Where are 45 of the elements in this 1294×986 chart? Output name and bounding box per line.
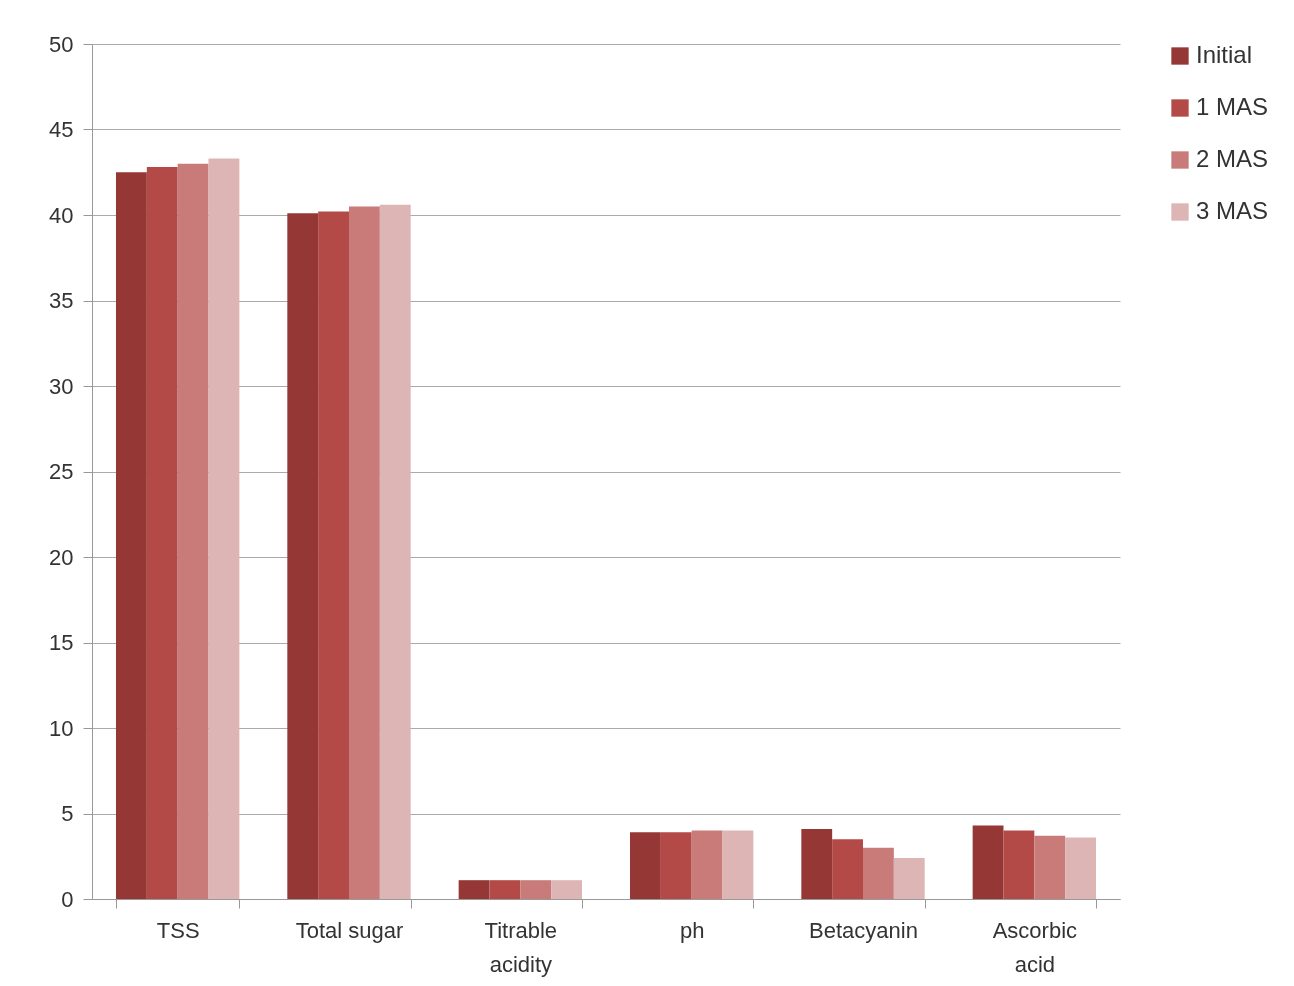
bar — [691, 830, 723, 899]
legend-label: Initial — [1196, 41, 1253, 68]
bar — [520, 880, 552, 899]
bar — [458, 880, 490, 899]
bar — [801, 828, 833, 899]
y-tick-label: 45 — [49, 117, 74, 142]
y-tick-label: 20 — [49, 544, 74, 570]
y-tick-label: 10 — [49, 715, 74, 741]
bar — [660, 832, 692, 899]
bar — [379, 204, 411, 899]
y-tick-label: 50 — [49, 31, 74, 57]
x-tick-label: Ascorbic acid — [992, 917, 1078, 977]
bar — [287, 213, 319, 899]
y-tick-label: 25 — [49, 459, 74, 484]
x-tick-label: Total sugar — [295, 917, 404, 943]
bar — [551, 880, 583, 899]
bar — [115, 172, 147, 899]
x-tick-label: Titrable acidity — [484, 917, 558, 977]
bar — [629, 832, 661, 899]
y-tick-label: 5 — [61, 801, 74, 826]
bar — [1065, 837, 1097, 899]
y-tick-label: 0 — [61, 886, 74, 912]
x-tick-label: ph — [679, 917, 705, 943]
legend-label: 3 MAS — [1196, 197, 1269, 224]
bar — [972, 825, 1004, 899]
bar — [146, 167, 178, 899]
bar — [863, 847, 894, 899]
bar — [349, 206, 380, 899]
y-tick-label: 15 — [49, 630, 74, 655]
legend-label: 1 MAS — [1196, 93, 1269, 120]
legend-label: 2 MAS — [1196, 145, 1269, 172]
x-tick-label: TSS — [156, 917, 200, 943]
bar — [489, 880, 521, 899]
bar — [722, 830, 754, 899]
bar — [893, 857, 925, 899]
bar — [318, 211, 349, 899]
y-tick-label: 30 — [49, 373, 74, 399]
bar — [177, 163, 209, 899]
bar — [832, 839, 863, 899]
y-tick-label: 35 — [49, 288, 74, 313]
bar — [1034, 835, 1066, 899]
bar — [208, 158, 240, 899]
x-tick-label: Betacyanin — [809, 917, 918, 943]
bar — [1003, 830, 1035, 899]
y-tick-label: 40 — [49, 202, 74, 228]
